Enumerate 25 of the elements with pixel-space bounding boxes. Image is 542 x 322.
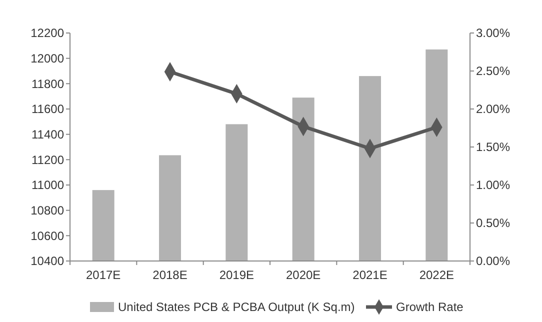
y-tick-label: 11800 [32,76,64,91]
y2-tick-label: 0.50% [476,216,510,230]
y-tick-label: 10800 [30,204,64,218]
y-tick-label: 11400 [32,128,64,142]
x-tick-label: 2022E [419,268,454,282]
y2-tick-label: 1.00% [476,178,510,192]
y2-tick-label: 2.50% [476,64,510,78]
y-tick-label: 10600 [30,228,64,243]
x-tick-label: 2020E [286,268,321,282]
legend-label: United States PCB & PCBA Output (K Sq.m) [118,300,355,314]
y-tick-label: 12000 [30,52,64,66]
x-tick-label: 2021E [352,268,388,282]
y-tick-label: 12200 [30,26,64,40]
y-tick-label: 11200 [32,152,64,167]
y2-tick-label: 3.00% [476,26,510,40]
y-tick-label: 11000 [32,178,64,192]
legend-label: Growth Rate [396,300,464,314]
y2-tick-label: 1.50% [476,140,510,154]
y2-tick-label: 2.00% [476,102,510,116]
x-tick-label: 2017E [86,268,121,282]
x-tick-label: 2019E [219,268,254,282]
x-tick-label: 2018E [152,268,188,282]
y2-tick-label: 0.00% [476,254,510,268]
y-tick-label: 11600 [32,102,64,116]
y-tick-label: 10400 [30,254,64,268]
